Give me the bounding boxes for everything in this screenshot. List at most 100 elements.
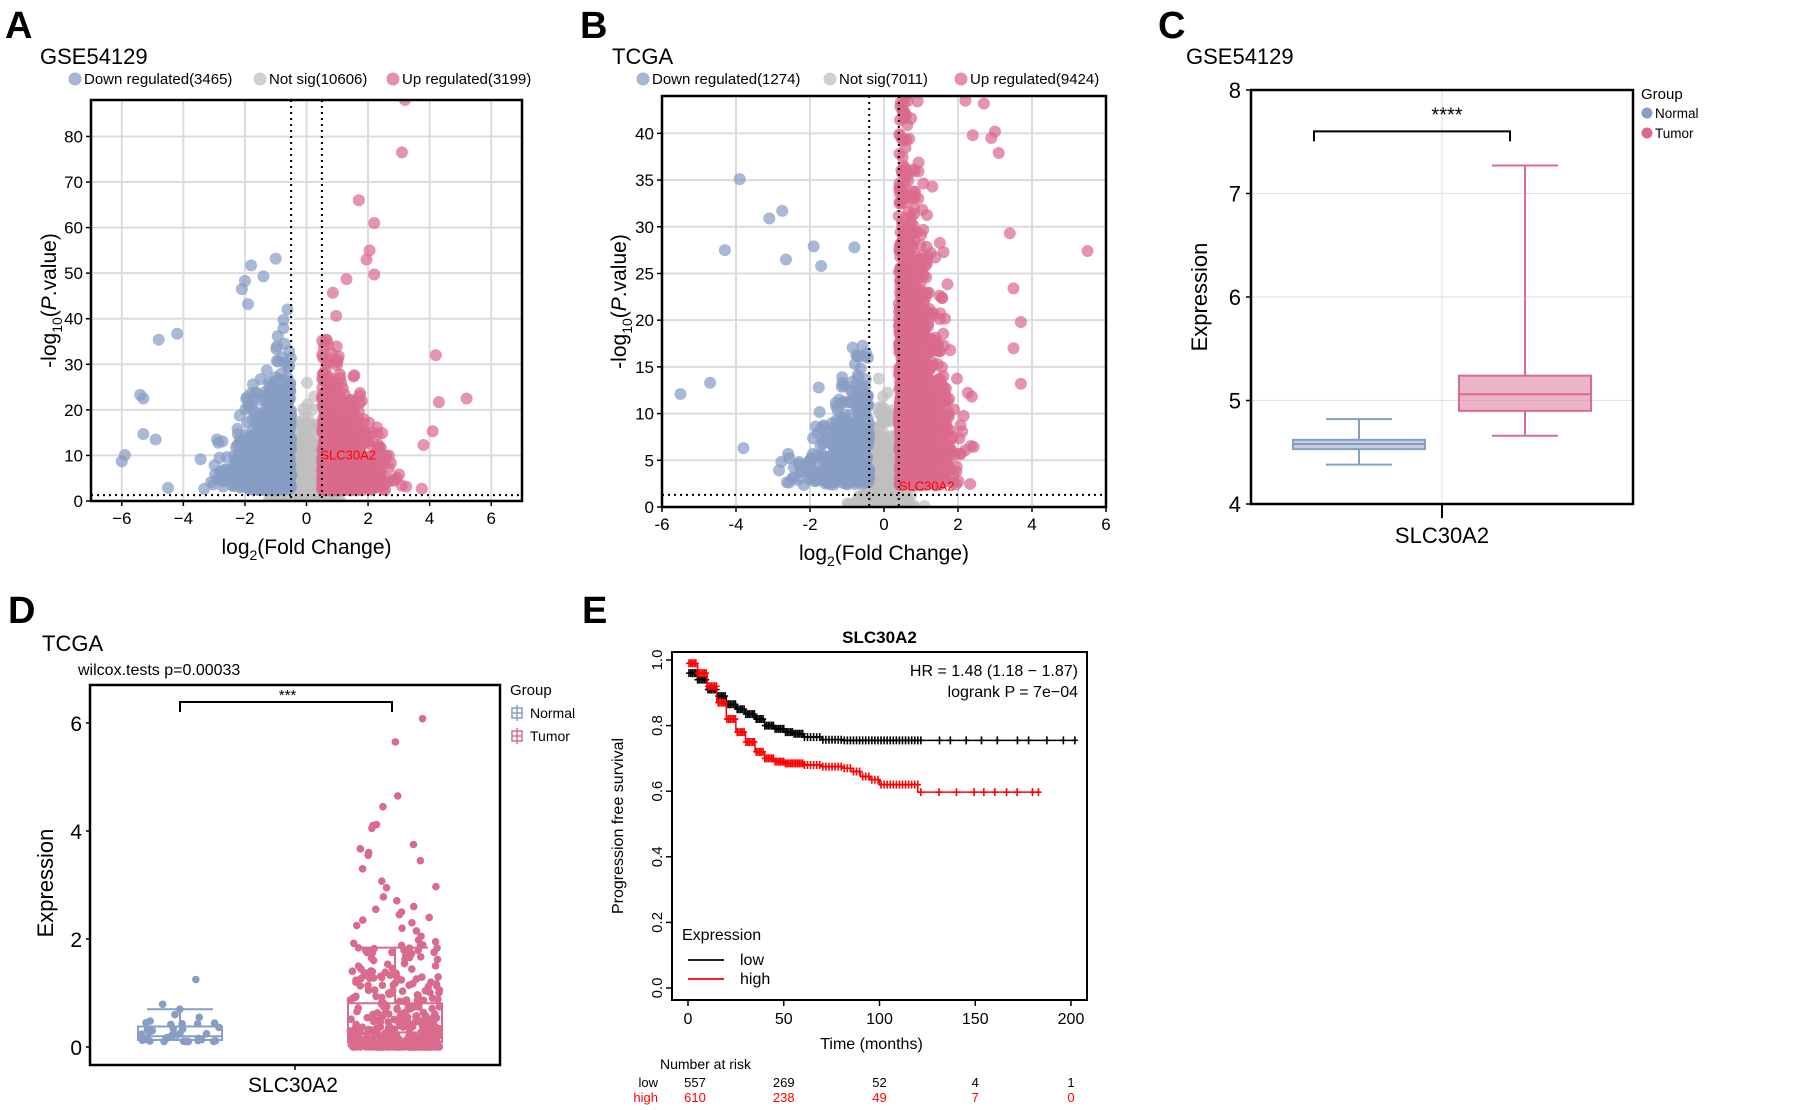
point-down xyxy=(862,398,875,411)
point-down xyxy=(812,381,825,394)
point-up xyxy=(374,467,387,480)
y-tick-label: 50 xyxy=(64,264,83,283)
legend-label-notsig: Not sig(10606) xyxy=(269,71,367,88)
point-up xyxy=(348,369,361,382)
point-up xyxy=(432,396,445,409)
point-up xyxy=(415,482,428,495)
point-up xyxy=(328,481,341,494)
point-notsig xyxy=(869,499,882,507)
point-up xyxy=(318,464,331,477)
point-notsig xyxy=(305,487,318,500)
point-down xyxy=(283,360,296,373)
point-down xyxy=(704,376,717,389)
point-up xyxy=(957,409,970,422)
gene-annotation: SLC30A2 xyxy=(320,447,376,462)
point-up xyxy=(340,273,353,286)
point-down xyxy=(280,426,293,439)
point-up xyxy=(360,253,373,266)
x-tick-label: 2 xyxy=(363,509,372,528)
point-up xyxy=(916,203,929,216)
legend-marker-up xyxy=(386,72,400,86)
legend-marker-up xyxy=(954,72,968,86)
point-up xyxy=(911,96,924,108)
point-up xyxy=(321,403,334,416)
point-down xyxy=(860,451,873,464)
point-down xyxy=(283,443,296,456)
point-down xyxy=(235,283,248,296)
point-up xyxy=(460,392,473,405)
point-down xyxy=(217,480,230,493)
point-up xyxy=(938,312,951,325)
point-down xyxy=(207,478,220,491)
y-tick-label: 10 xyxy=(64,446,83,465)
point-up xyxy=(417,438,430,451)
legend-label-down: Down regulated(1274) xyxy=(652,71,800,88)
point-up xyxy=(334,418,347,431)
point-down xyxy=(841,419,854,432)
point-up xyxy=(363,456,376,469)
point-up xyxy=(894,49,906,61)
point-down xyxy=(270,342,283,355)
point-down xyxy=(284,392,297,405)
point-down xyxy=(733,173,746,186)
point-notsig xyxy=(306,466,319,479)
point-up xyxy=(330,309,343,322)
point-up xyxy=(945,433,958,446)
y-tick-label: 70 xyxy=(64,173,83,192)
legend-marker-notsig xyxy=(823,72,837,86)
point-up xyxy=(894,42,906,54)
point-down xyxy=(247,378,260,391)
x-tick-label: −6 xyxy=(112,509,131,528)
panel-label-c: C xyxy=(1158,5,1185,47)
x-tick-label: 4 xyxy=(425,509,434,528)
point-down xyxy=(152,333,165,346)
point-down xyxy=(821,476,834,489)
x-axis-label: log2(Fold Change) xyxy=(221,536,391,563)
point-down xyxy=(228,469,241,482)
point-up xyxy=(321,432,334,445)
point-up xyxy=(893,128,906,141)
point-up xyxy=(429,349,442,362)
point-up xyxy=(937,327,950,340)
panel-label-b: B xyxy=(580,5,607,47)
y-tick-label: 80 xyxy=(64,127,83,146)
point-up xyxy=(333,396,346,409)
point-down xyxy=(242,298,255,311)
y-tick-label: 20 xyxy=(64,401,83,420)
point-up xyxy=(896,34,908,46)
point-up xyxy=(322,441,335,454)
point-down xyxy=(171,327,184,340)
point-notsig xyxy=(301,376,314,389)
data-points xyxy=(115,100,473,501)
point-down xyxy=(270,354,283,367)
point-up xyxy=(386,474,399,487)
point-down xyxy=(779,253,792,266)
point-down xyxy=(842,396,855,409)
point-down xyxy=(846,459,859,472)
point-up xyxy=(316,390,329,403)
point-up xyxy=(352,194,365,207)
point-up xyxy=(934,431,947,444)
point-up xyxy=(907,189,920,202)
point-notsig xyxy=(297,402,310,415)
point-up xyxy=(954,419,967,432)
point-down xyxy=(243,452,256,465)
point-down xyxy=(283,345,296,358)
point-up xyxy=(368,217,381,230)
point-down xyxy=(797,478,810,491)
point-down xyxy=(149,433,162,446)
point-up xyxy=(917,177,930,190)
point-down xyxy=(856,339,869,352)
point-down xyxy=(260,364,273,377)
point-down xyxy=(274,401,287,414)
legend-label-notsig: Not sig(7011) xyxy=(839,71,928,88)
point-down xyxy=(213,451,226,464)
point-down xyxy=(737,442,750,455)
point-up xyxy=(369,480,382,493)
point-down xyxy=(854,362,867,375)
point-up xyxy=(368,268,381,281)
x-tick-label: −4 xyxy=(174,509,193,528)
point-up xyxy=(964,478,977,491)
point-up xyxy=(908,165,921,178)
point-down xyxy=(836,376,849,389)
